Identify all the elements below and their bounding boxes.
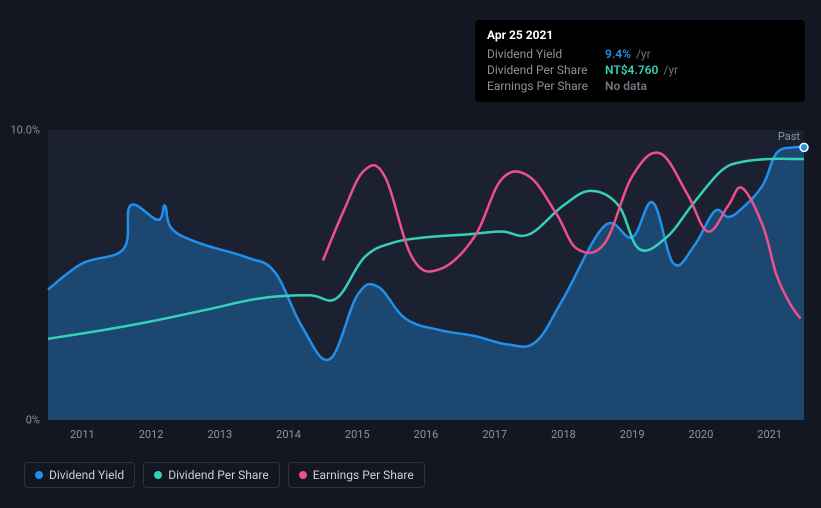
legend-item[interactable]: Dividend Yield [24, 462, 135, 488]
x-tick-label: 2016 [414, 428, 439, 441]
tooltip-label: Dividend Per Share [487, 63, 597, 77]
chart-tooltip: Apr 25 2021 Dividend Yield9.4% /yrDivide… [475, 20, 805, 102]
tooltip-label: Dividend Yield [487, 47, 597, 61]
y-tick-label: 10.0% [10, 124, 40, 137]
tooltip-value: No data [605, 79, 647, 93]
x-tick-label: 2018 [551, 428, 576, 441]
tooltip-label: Earnings Per Share [487, 79, 597, 93]
legend-dot-icon [299, 471, 307, 479]
x-tick-label: 2019 [620, 428, 645, 441]
x-tick-label: 2020 [689, 428, 714, 441]
tooltip-value: NT$4.760 /yr [605, 63, 678, 77]
legend-label: Dividend Per Share [168, 468, 269, 482]
legend-label: Earnings Per Share [313, 468, 414, 482]
tooltip-date: Apr 25 2021 [487, 28, 793, 42]
legend-label: Dividend Yield [49, 468, 124, 482]
x-tick-label: 2012 [139, 428, 164, 441]
tooltip-value: 9.4% /yr [605, 47, 651, 61]
tooltip-unit: /yr [633, 47, 651, 61]
x-tick-label: 2011 [70, 428, 95, 441]
x-tick-label: 2014 [276, 428, 301, 441]
y-tick-label: 0% [26, 414, 40, 427]
tooltip-unit: /yr [660, 63, 678, 77]
x-tick-label: 2017 [482, 428, 507, 441]
x-axis: 2011 2012 2013 2014 2015 2016 2017 2018 2019 2020… [48, 428, 804, 448]
chart-legend: Dividend Yield Dividend Per Share Earnings… [24, 462, 425, 488]
marker-current [800, 143, 808, 151]
x-tick-label: 2013 [207, 428, 232, 441]
legend-item[interactable]: Dividend Per Share [143, 462, 280, 488]
tooltip-row: Dividend Yield 9.4% /yr [487, 46, 793, 62]
chart-plot-area: Past 10.0%0% [48, 130, 804, 420]
legend-dot-icon [154, 471, 162, 479]
tooltip-row: Earnings Per Share No data [487, 78, 793, 94]
legend-dot-icon [35, 471, 43, 479]
tooltip-row: Dividend Per Share NT$4.760 /yr [487, 62, 793, 78]
past-label: Past [778, 130, 800, 143]
x-tick-label: 2021 [757, 428, 782, 441]
chart-svg [48, 130, 804, 420]
x-tick-label: 2015 [345, 428, 370, 441]
legend-item[interactable]: Earnings Per Share [288, 462, 425, 488]
